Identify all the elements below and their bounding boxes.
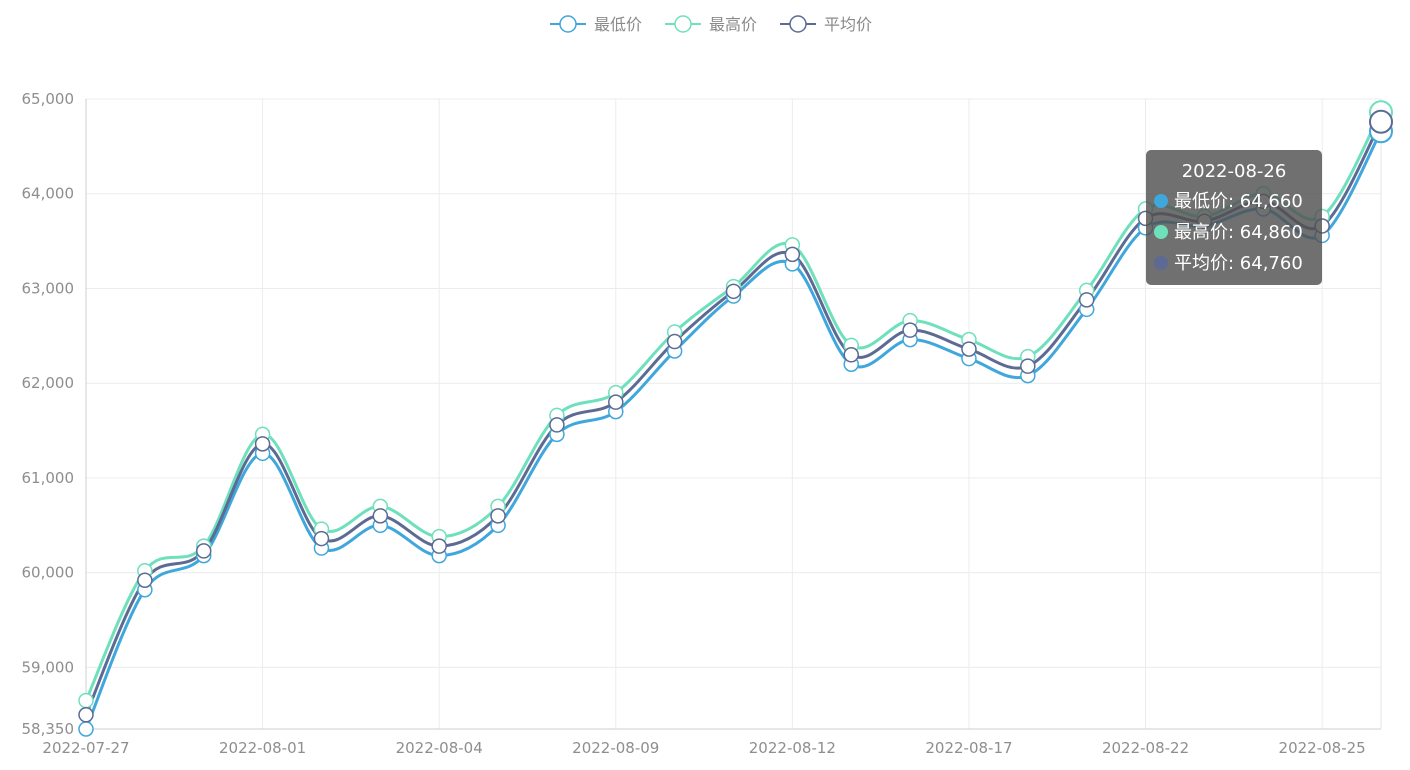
y-tick-label: 59,000 bbox=[22, 658, 75, 676]
data-point-avg[interactable] bbox=[666, 333, 683, 350]
tooltip-row-low-label: 最低价: 64,660 bbox=[1174, 191, 1303, 212]
y-tick-label: 64,000 bbox=[22, 185, 75, 203]
x-tick-label: 2022-08-01 bbox=[219, 739, 306, 757]
legend-marker-avg[interactable] bbox=[789, 15, 807, 33]
y-tick-label: 61,000 bbox=[22, 469, 75, 487]
tooltip: 2022-08-26 最低价: 64,660 最高价: 64,860 平均价: … bbox=[1146, 150, 1322, 285]
data-point-high[interactable] bbox=[78, 692, 94, 709]
y-tick-label: 58,350 bbox=[22, 720, 75, 738]
x-tick-label: 2022-07-27 bbox=[42, 739, 129, 757]
x-tick-label: 2022-08-12 bbox=[749, 739, 836, 757]
axis-layer: 58,350 59,000 60,000 61,000 62,000 63,000 64,0… bbox=[22, 90, 1382, 757]
x-tick-label: 2022-08-04 bbox=[396, 739, 483, 757]
tooltip-row-low: 最低价: 64,660 bbox=[1146, 186, 1322, 217]
data-point-avg[interactable] bbox=[313, 530, 330, 547]
data-point-avg[interactable] bbox=[195, 543, 212, 559]
data-point-avg[interactable] bbox=[137, 572, 153, 589]
x-tick-label: 2022-08-09 bbox=[572, 739, 659, 757]
tooltip-row-high-label: 最高价: 64,860 bbox=[1174, 222, 1303, 243]
data-point-avg[interactable] bbox=[490, 508, 506, 524]
tooltip-title: 2022-08-26 bbox=[1181, 161, 1287, 182]
y-tick-label: 60,000 bbox=[22, 564, 75, 582]
y-tick-label: 65,000 bbox=[22, 90, 75, 108]
tooltip-dot-high bbox=[1154, 225, 1168, 239]
tooltip-row-high: 最高价: 64,860 bbox=[1146, 217, 1322, 248]
tooltip-row-avg-label: 平均价: 64,760 bbox=[1174, 253, 1303, 274]
tooltip-dot-avg bbox=[1154, 256, 1168, 270]
data-point-avg[interactable] bbox=[902, 322, 918, 338]
data-point-avg[interactable] bbox=[608, 394, 624, 410]
legend-label-avg[interactable]: 平均价 bbox=[824, 15, 872, 34]
legend-marker-low[interactable] bbox=[559, 15, 577, 33]
data-point-low[interactable] bbox=[78, 721, 94, 737]
data-point-avg[interactable] bbox=[1078, 292, 1095, 308]
data-point-avg[interactable] bbox=[254, 436, 271, 452]
data-point-avg[interactable] bbox=[961, 341, 977, 357]
data-point-avg[interactable] bbox=[1020, 358, 1036, 374]
data-point-avg[interactable] bbox=[431, 538, 447, 554]
y-tick-label: 63,000 bbox=[22, 279, 75, 297]
tooltip-row-avg: 平均价: 64,760 bbox=[1146, 248, 1322, 279]
x-tick-label: 2022-08-22 bbox=[1102, 739, 1189, 757]
legend[interactable]: 最低价 最高价 平均价 bbox=[550, 15, 872, 34]
legend-label-low[interactable]: 最低价 bbox=[594, 15, 642, 34]
legend-label-high[interactable]: 最高价 bbox=[709, 15, 757, 34]
x-tick-label: 2022-08-17 bbox=[925, 739, 1012, 757]
data-point-avg[interactable] bbox=[725, 283, 742, 300]
data-point-avg[interactable] bbox=[372, 508, 389, 524]
data-point-avg[interactable] bbox=[1369, 109, 1393, 134]
data-point-avg[interactable] bbox=[549, 417, 565, 433]
y-tick-label: 62,000 bbox=[22, 374, 75, 392]
data-point-avg[interactable] bbox=[78, 707, 94, 723]
legend-marker-high[interactable] bbox=[674, 15, 692, 33]
data-point-avg[interactable] bbox=[843, 347, 859, 363]
x-tick-label: 2022-08-25 bbox=[1279, 739, 1366, 757]
data-point-avg[interactable] bbox=[784, 246, 801, 263]
tooltip-dot-low bbox=[1154, 194, 1168, 208]
